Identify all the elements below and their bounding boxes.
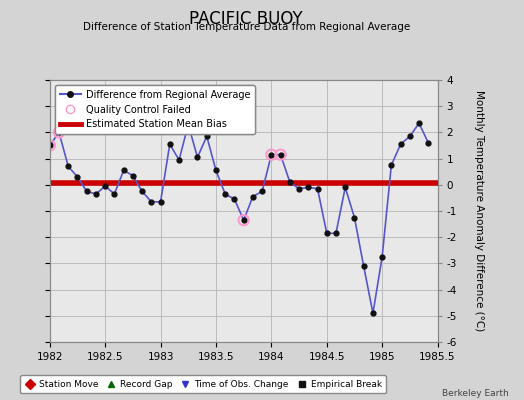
Point xyxy=(55,129,63,136)
Point xyxy=(276,152,285,158)
Text: Difference of Station Temperature Data from Regional Average: Difference of Station Temperature Data f… xyxy=(83,22,410,32)
Point xyxy=(46,142,54,149)
Legend: Station Move, Record Gap, Time of Obs. Change, Empirical Break: Station Move, Record Gap, Time of Obs. C… xyxy=(20,376,386,394)
Text: PACIFIC BUOY: PACIFIC BUOY xyxy=(190,10,303,28)
Point xyxy=(239,217,248,223)
Y-axis label: Monthly Temperature Anomaly Difference (°C): Monthly Temperature Anomaly Difference (… xyxy=(474,90,484,332)
Text: Berkeley Earth: Berkeley Earth xyxy=(442,389,508,398)
Point xyxy=(267,152,276,158)
Legend: Difference from Regional Average, Quality Control Failed, Estimated Station Mean: Difference from Regional Average, Qualit… xyxy=(54,85,255,134)
